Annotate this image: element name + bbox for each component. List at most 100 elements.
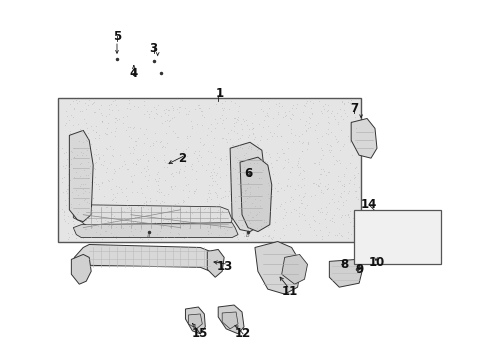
- Point: [332, 232, 340, 238]
- Point: [271, 185, 279, 191]
- Point: [62, 149, 70, 154]
- Point: [341, 212, 348, 218]
- Point: [227, 142, 235, 148]
- Text: 8: 8: [340, 258, 347, 271]
- Point: [119, 225, 126, 230]
- Point: [284, 156, 291, 162]
- Point: [239, 230, 246, 235]
- Point: [198, 122, 205, 128]
- Point: [200, 141, 207, 147]
- Point: [218, 112, 226, 118]
- Point: [65, 165, 73, 171]
- Point: [67, 201, 75, 207]
- Point: [135, 214, 142, 220]
- Point: [130, 172, 138, 178]
- Point: [346, 118, 354, 124]
- Point: [245, 143, 253, 149]
- Point: [121, 162, 128, 167]
- Point: [198, 142, 206, 148]
- Point: [165, 229, 173, 234]
- Point: [144, 206, 152, 212]
- Point: [188, 125, 196, 131]
- Point: [295, 204, 303, 210]
- Point: [137, 185, 144, 191]
- Point: [239, 116, 246, 121]
- Point: [155, 175, 163, 181]
- Point: [242, 195, 250, 201]
- Point: [245, 160, 253, 166]
- Point: [97, 102, 104, 107]
- Text: 5: 5: [113, 30, 121, 42]
- Point: [68, 114, 76, 120]
- Point: [82, 137, 90, 143]
- Point: [282, 209, 289, 215]
- Point: [91, 174, 99, 180]
- Point: [325, 142, 333, 148]
- Point: [245, 210, 253, 215]
- Point: [280, 157, 288, 162]
- Point: [329, 199, 337, 205]
- Point: [296, 164, 304, 170]
- Point: [176, 104, 183, 110]
- Point: [157, 236, 165, 242]
- Point: [348, 223, 356, 229]
- Point: [204, 105, 212, 111]
- Point: [142, 199, 150, 204]
- Point: [240, 165, 248, 170]
- Point: [107, 197, 115, 203]
- Point: [173, 200, 181, 206]
- Point: [344, 212, 351, 217]
- Point: [265, 130, 273, 135]
- Text: 2: 2: [178, 152, 186, 165]
- Point: [91, 181, 99, 186]
- Point: [300, 103, 308, 109]
- Text: 15: 15: [192, 327, 208, 340]
- Point: [300, 102, 307, 108]
- Point: [204, 194, 212, 200]
- Point: [230, 115, 238, 121]
- Point: [184, 181, 192, 186]
- Point: [211, 125, 219, 130]
- Point: [125, 133, 133, 139]
- Point: [254, 184, 262, 190]
- Polygon shape: [73, 205, 232, 230]
- Point: [317, 110, 325, 116]
- Point: [188, 161, 196, 167]
- Point: [102, 113, 109, 119]
- Point: [161, 144, 168, 150]
- Point: [241, 190, 248, 195]
- Point: [203, 198, 210, 204]
- Point: [313, 139, 321, 145]
- Point: [115, 166, 122, 171]
- Point: [284, 108, 292, 114]
- Point: [138, 236, 146, 242]
- Point: [79, 108, 86, 114]
- Point: [136, 125, 144, 131]
- Point: [80, 197, 88, 203]
- Point: [62, 202, 70, 208]
- Point: [267, 236, 275, 242]
- Point: [300, 168, 307, 174]
- Point: [250, 160, 258, 166]
- Point: [267, 164, 275, 170]
- Point: [245, 132, 253, 138]
- Point: [293, 160, 301, 166]
- Point: [177, 209, 184, 215]
- Point: [142, 201, 149, 206]
- Point: [273, 157, 281, 163]
- Point: [160, 157, 167, 163]
- Text: 12: 12: [234, 327, 251, 340]
- Point: [299, 109, 306, 115]
- Point: [193, 206, 201, 212]
- Point: [322, 204, 329, 210]
- Point: [323, 232, 331, 238]
- Point: [149, 143, 157, 148]
- Point: [132, 143, 140, 148]
- Point: [260, 217, 268, 223]
- Point: [109, 191, 117, 197]
- Point: [341, 165, 349, 171]
- Point: [163, 234, 170, 239]
- Point: [215, 174, 223, 180]
- Point: [168, 173, 176, 179]
- Point: [146, 198, 154, 204]
